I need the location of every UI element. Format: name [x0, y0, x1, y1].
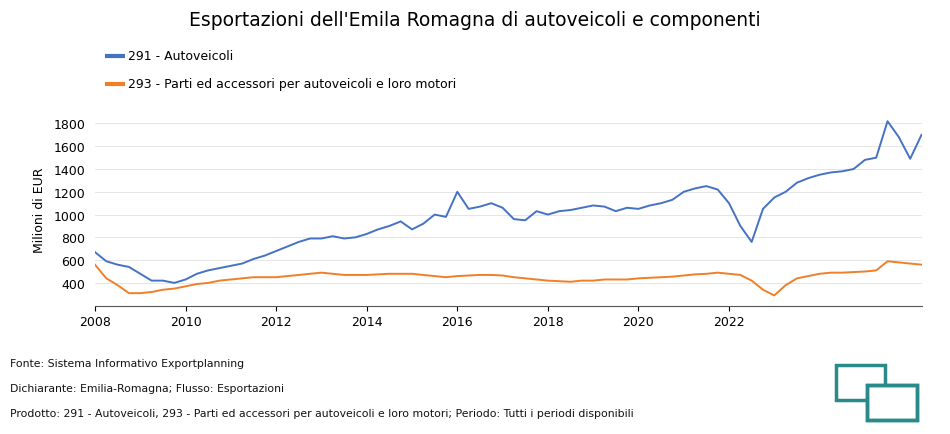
Text: Prodotto: 291 - Autoveicoli, 293 - Parti ed accessori per autoveicoli e loro mot: Prodotto: 291 - Autoveicoli, 293 - Parti… — [10, 408, 633, 418]
Text: 293 - Parti ed accessori per autoveicoli e loro motori: 293 - Parti ed accessori per autoveicoli… — [128, 78, 457, 91]
Text: Esportazioni dell'Emila Romagna di autoveicoli e componenti: Esportazioni dell'Emila Romagna di autov… — [189, 11, 761, 30]
Text: Dichiarante: Emilia-Romagna; Flusso: Esportazioni: Dichiarante: Emilia-Romagna; Flusso: Esp… — [10, 383, 283, 393]
Text: Fonte: Sistema Informativo Exportplanning: Fonte: Sistema Informativo Exportplannin… — [10, 358, 243, 368]
FancyBboxPatch shape — [867, 385, 917, 420]
Y-axis label: Milioni di EUR: Milioni di EUR — [33, 167, 47, 252]
Text: 291 - Autoveicoli: 291 - Autoveicoli — [128, 50, 234, 63]
